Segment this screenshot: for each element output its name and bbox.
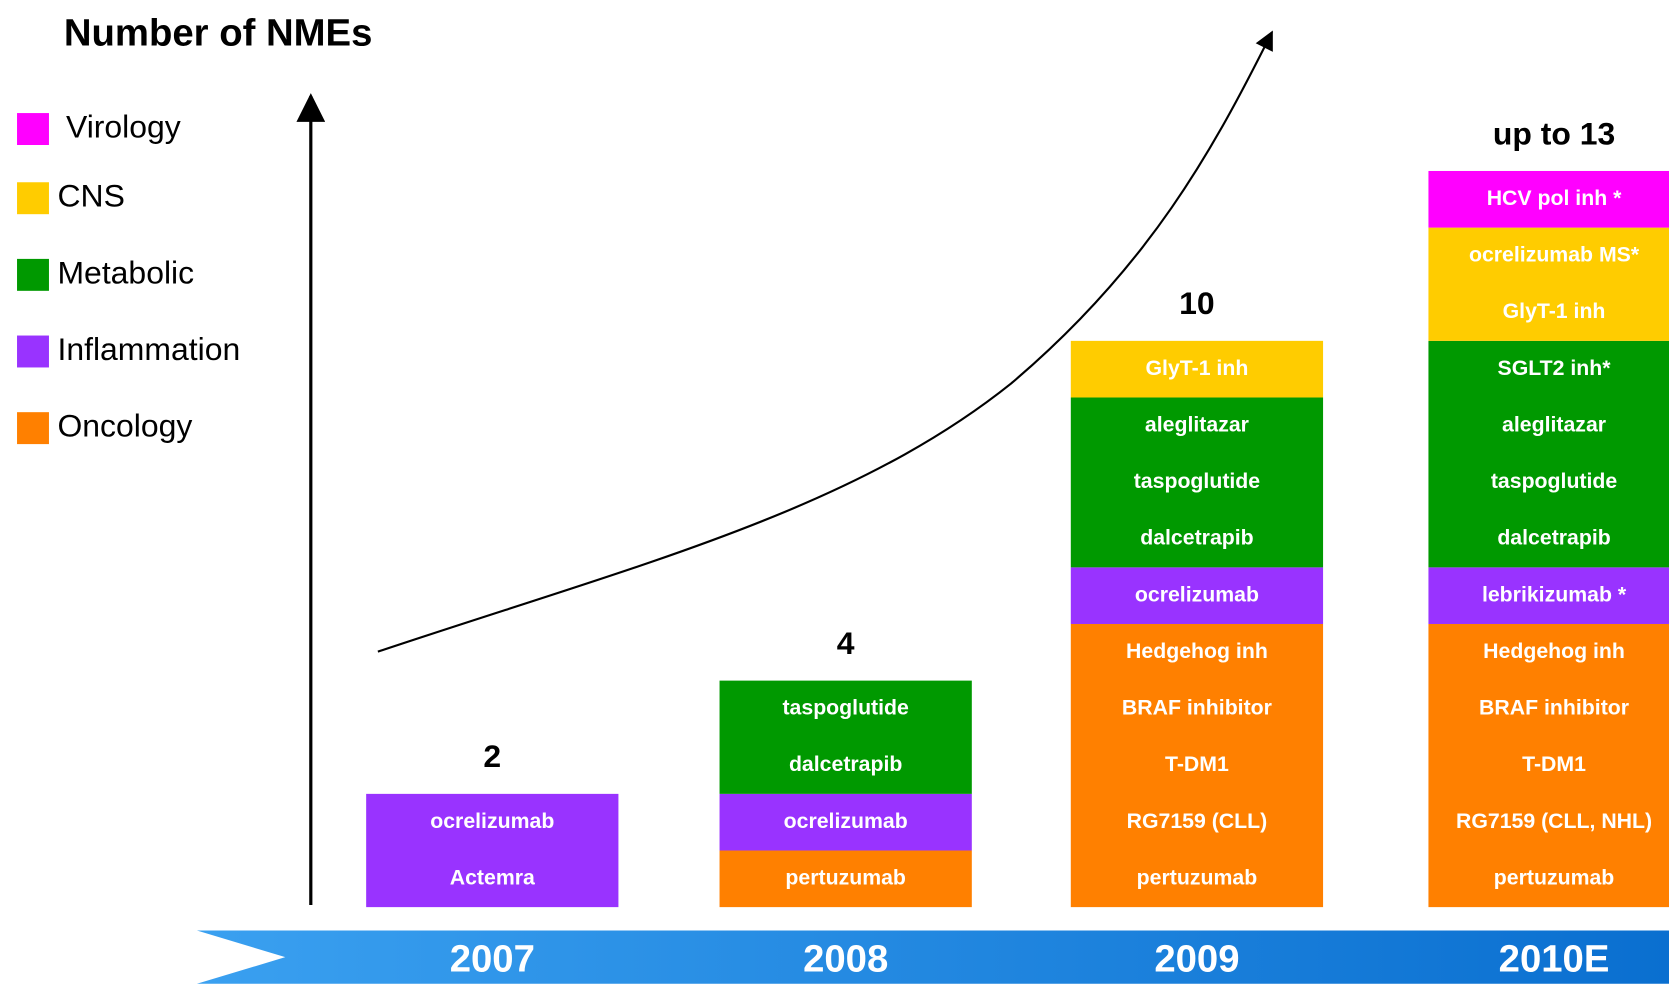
block-label: GlyT-1 inh — [1146, 356, 1249, 380]
growth-curve — [377, 30, 1273, 653]
block-label: BRAF inhibitor — [1122, 696, 1272, 720]
block-label: dalcetrapib — [789, 752, 902, 776]
legend: Virology CNS Metabolic Inflammation Oncology — [17, 108, 240, 445]
block — [1070, 397, 1324, 568]
columns: Actemra ocrelizumab 2 2007 pertuzumab ocreliz… — [366, 115, 1669, 981]
legend-label: Virology — [66, 108, 181, 144]
block-label: pertuzumab — [1137, 865, 1258, 889]
block — [1428, 227, 1669, 341]
block — [719, 850, 972, 908]
legend-swatch — [17, 258, 49, 291]
legend-swatch — [17, 412, 49, 445]
block-label: taspoglutide — [1134, 469, 1261, 493]
year-label: 2008 — [803, 938, 888, 981]
block — [1428, 340, 1669, 568]
block-label: aleglitazar — [1502, 412, 1606, 436]
block-label: RG7159 (CLL, NHL) — [1456, 809, 1652, 833]
timeline-band — [196, 930, 1669, 984]
block-label: T-DM1 — [1165, 752, 1229, 776]
block-label: ocrelizumab — [784, 809, 908, 833]
block-label: Actemra — [450, 865, 535, 889]
block-label: Hedgehog inh — [1483, 639, 1625, 663]
block — [1428, 623, 1669, 908]
year-label: 2010E — [1499, 938, 1610, 981]
block — [1070, 340, 1324, 398]
block — [719, 793, 972, 851]
column-total: 2 — [483, 738, 501, 774]
block-label: BRAF inhibitor — [1479, 696, 1629, 720]
column-total: 10 — [1179, 285, 1215, 321]
block-label: pertuzumab — [1494, 865, 1615, 889]
block-label: ocrelizumab MS* — [1469, 243, 1640, 267]
block — [1070, 567, 1324, 624]
block — [366, 793, 619, 908]
block-label: GlyT-1 inh — [1503, 299, 1606, 323]
block-label: RG7159 (CLL) — [1127, 809, 1268, 833]
block — [1428, 170, 1669, 228]
block-label: HCV pol inh * — [1487, 186, 1622, 210]
block-label: SGLT2 inh* — [1498, 356, 1612, 380]
block-label: aleglitazar — [1145, 412, 1249, 436]
legend-label: Inflammation — [57, 331, 240, 367]
block-label: lebrikizumab * — [1482, 582, 1627, 606]
block-label: ocrelizumab — [430, 809, 554, 833]
block-label: Hedgehog inh — [1126, 639, 1268, 663]
legend-label: Metabolic — [57, 254, 194, 290]
legend-swatch — [17, 113, 49, 146]
column-total: up to 13 — [1493, 115, 1615, 151]
legend-label: Oncology — [57, 408, 192, 444]
block — [1428, 567, 1669, 624]
block — [1070, 623, 1324, 908]
block-label: T-DM1 — [1522, 752, 1586, 776]
column-total: 4 — [837, 625, 855, 661]
legend-label: CNS — [57, 178, 124, 214]
block — [719, 680, 972, 794]
title: Number of NMEs — [64, 11, 373, 54]
year-label: 2007 — [450, 938, 535, 981]
block-label: taspoglutide — [782, 696, 909, 720]
block-label: ocrelizumab — [1135, 582, 1259, 606]
legend-swatch — [17, 182, 49, 215]
block-label: dalcetrapib — [1140, 526, 1253, 550]
legend-swatch — [17, 335, 49, 368]
block-label: pertuzumab — [785, 865, 906, 889]
block-label: dalcetrapib — [1497, 526, 1610, 550]
block-label: taspoglutide — [1491, 469, 1618, 493]
year-label: 2009 — [1154, 938, 1239, 981]
